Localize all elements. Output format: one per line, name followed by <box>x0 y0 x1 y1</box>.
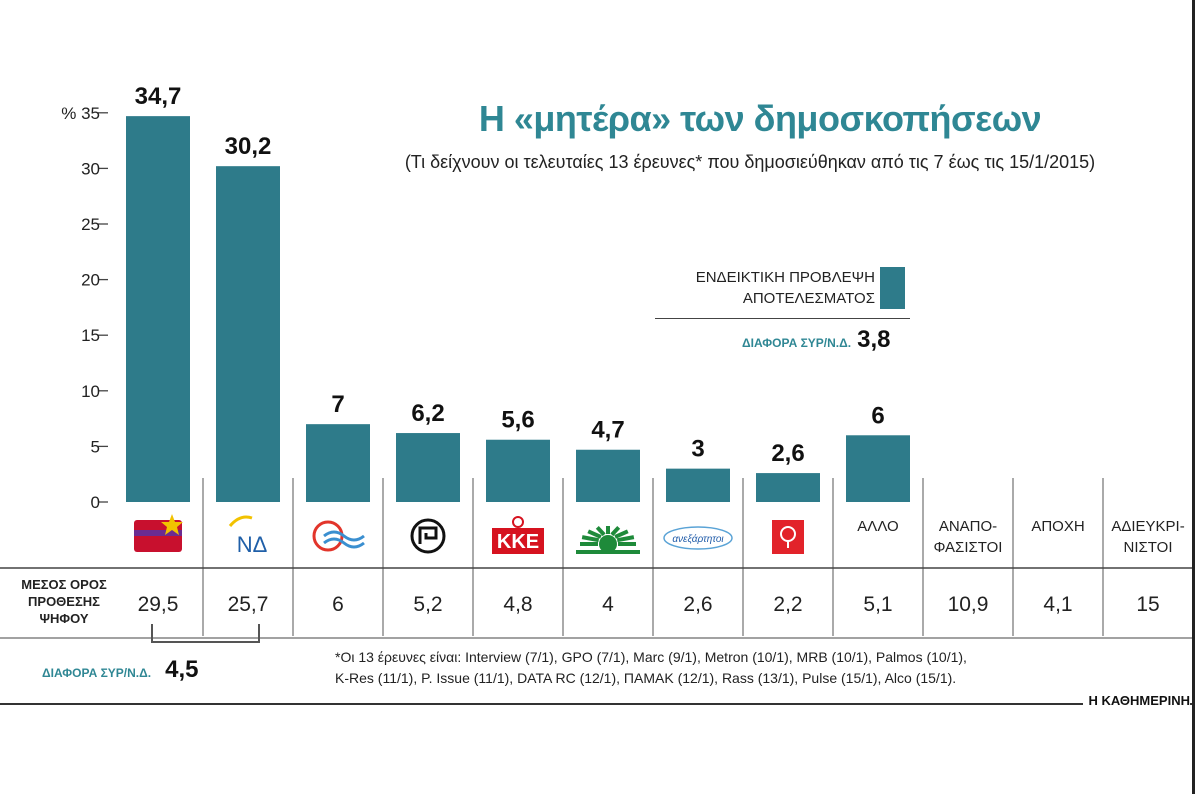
potami-logo-wave <box>323 530 365 542</box>
footnote-line1: *Οι 13 έρευνες είναι: Interview (7/1), G… <box>335 649 967 665</box>
prediction-bar <box>576 449 640 502</box>
average-difference-value: 4,5 <box>165 656 199 683</box>
prediction-value-label: 4,7 <box>591 417 624 444</box>
average-value: 15 <box>1136 593 1159 616</box>
prediction-difference: ΔΙΑΦΟΡΑ ΣΥΡ/Ν.Δ. 3,8 <box>742 326 890 354</box>
prediction-difference-label: ΔΙΑΦΟΡΑ ΣΥΡ/Ν.Δ. <box>742 336 852 350</box>
average-value: 6 <box>332 593 344 616</box>
category-label: ΑΝΑΠΟ- <box>939 518 997 535</box>
average-difference-label: ΔΙΑΦΟΡΑ ΣΥΡ/Ν.Δ. <box>42 666 152 680</box>
nd-logo-text: ΝΔ <box>237 532 268 557</box>
golden-dawn-logo-ring <box>410 518 446 554</box>
prediction-bar <box>216 166 280 502</box>
pasok-logo-base <box>576 550 640 554</box>
golden-dawn-logo-meander <box>418 526 438 544</box>
prediction-bar <box>486 439 550 502</box>
prediction-bar <box>666 468 730 502</box>
prediction-difference-value: 3,8 <box>857 326 891 353</box>
average-value: 4,8 <box>503 593 532 616</box>
nd-logo-torch <box>228 515 253 527</box>
pasok-logo-ray <box>610 526 621 537</box>
potami-logo-wave <box>323 537 365 549</box>
average-value: 2,2 <box>773 593 802 616</box>
legend-label-line1: ΕΝΔΕΙΚΤΙΚΗ ΠΡΟΒΛΕΨΗ <box>695 269 875 286</box>
prediction-value-label: 7 <box>331 391 344 418</box>
difference-bracket <box>151 624 260 643</box>
prediction-value-label: 3 <box>691 436 704 463</box>
category-label: ΑΔΙΕΥΚΡΙ- <box>1111 518 1184 535</box>
category-label: ΦΑΣΙΣΤΟΙ <box>934 539 1003 556</box>
average-row-label-line1: ΜΕΣΟΣ ΟΡΟΣ <box>21 577 107 592</box>
legend-label-line2: ΑΠΟΤΕΛΕΣΜΑΤΟΣ <box>742 290 875 307</box>
y-tick-label: 10 <box>81 382 100 401</box>
source-credit: Η ΚΑΘΗΜΕΡΙΝΗ <box>1082 693 1190 708</box>
average-value: 10,9 <box>948 593 989 616</box>
y-tick-label: 30 <box>81 159 100 178</box>
prediction-value-label: 2,6 <box>771 440 804 467</box>
footnote: *Οι 13 έρευνες είναι: Interview (7/1), G… <box>335 647 1135 689</box>
y-tick-label: 0 <box>91 493 100 512</box>
y-tick-label: 5 <box>91 437 100 456</box>
potami-logo-ring <box>312 520 344 552</box>
kke-logo-sickle <box>512 516 524 528</box>
average-value: 29,5 <box>138 593 179 616</box>
anel-logo-text: ανεξάρτητοι <box>672 533 724 545</box>
y-tick-label: 20 <box>81 271 100 290</box>
pasok-logo-ray <box>595 526 606 537</box>
average-value: 2,6 <box>683 593 712 616</box>
syriza-logo-star <box>161 514 183 535</box>
y-tick-label: 25 <box>81 215 100 234</box>
pasok-logo-ray <box>614 529 629 539</box>
prediction-value-label: 6,2 <box>411 400 444 427</box>
prediction-value-label: 6 <box>871 402 884 429</box>
anel-logo-ellipse <box>663 526 733 550</box>
average-value: 5,2 <box>413 593 442 616</box>
average-value: 4,1 <box>1043 593 1072 616</box>
average-row-label: ΜΕΣΟΣ ΟΡΟΣ ΠΡΟΘΕΣΗΣ ΨΗΦΟΥ <box>8 576 120 627</box>
right-frame-border <box>1192 0 1195 794</box>
pasok-logo-ray <box>587 529 602 539</box>
dimar-logo-box <box>772 520 804 554</box>
kke-logo-text: ΚΚΕ <box>497 531 539 553</box>
legend-label: ΕΝΔΕΙΚΤΙΚΗ ΠΡΟΒΛΕΨΗ ΑΠΟΤΕΛΕΣΜΑΤΟΣ <box>696 267 875 309</box>
footnote-line2: K-Res (11/1), P. Issue (11/1), DATA RC (… <box>335 670 957 686</box>
syriza-logo-stripe <box>134 530 182 536</box>
y-tick-label: % 35 <box>61 104 100 123</box>
pasok-logo-ray <box>616 535 635 543</box>
average-row-label-line2: ΠΡΟΘΕΣΗΣ <box>28 594 100 609</box>
category-label: ΑΛΛΟ <box>857 518 898 535</box>
prediction-bar <box>846 435 910 502</box>
prediction-bar <box>126 116 190 503</box>
bottom-rule <box>0 703 1192 705</box>
legend-swatch <box>880 267 905 309</box>
prediction-bar <box>306 424 370 502</box>
chart-title: Η «μητέρα» των δημοσκοπήσεων <box>478 98 1042 139</box>
y-tick-label: 15 <box>81 326 100 345</box>
prediction-value-label: 34,7 <box>135 83 182 110</box>
legend-divider <box>655 318 910 319</box>
pasok-logo-ray <box>581 535 600 543</box>
average-row-label-line3: ΨΗΦΟΥ <box>39 611 89 626</box>
average-value: 25,7 <box>228 593 269 616</box>
chart-subtitle: (Τι δείχνουν οι τελευταίες 13 έρευνες* π… <box>404 152 1096 172</box>
prediction-value-label: 5,6 <box>501 407 534 434</box>
kke-logo-box <box>492 528 544 554</box>
category-label: ΝΙΣΤΟΙ <box>1124 539 1173 556</box>
prediction-bar <box>756 473 820 502</box>
prediction-value-label: 30,2 <box>225 133 272 160</box>
average-difference: ΔΙΑΦΟΡΑ ΣΥΡ/Ν.Δ. 4,5 <box>42 656 198 684</box>
pasok-logo-sun <box>599 535 617 553</box>
average-value: 4 <box>602 593 614 616</box>
average-value: 5,1 <box>863 593 892 616</box>
prediction-bar <box>396 433 460 502</box>
category-label: ΑΠΟΧΗ <box>1031 518 1084 535</box>
